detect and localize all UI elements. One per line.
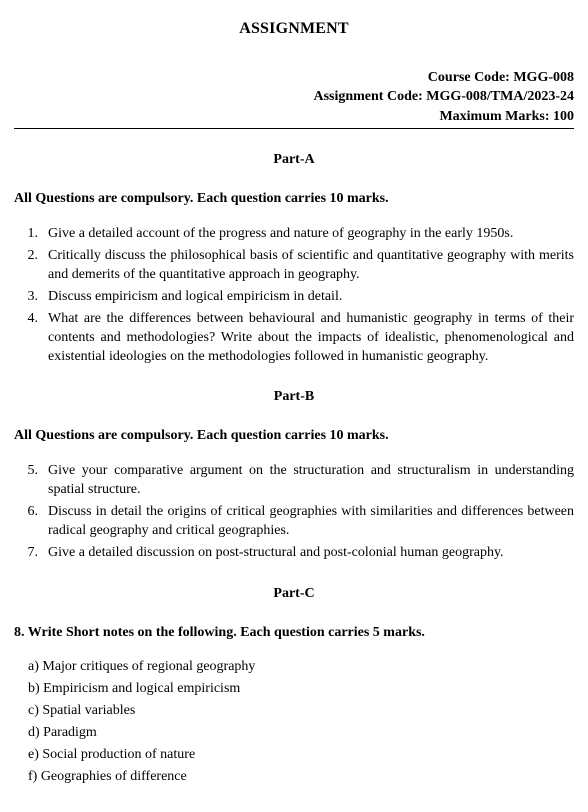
question-text: What are the differences between behavio…: [48, 310, 574, 367]
short-item: a) Major critiques of regional geography: [28, 658, 574, 677]
question-item: 2.Critically discuss the philosophical b…: [14, 247, 574, 285]
short-item: d) Paradigm: [28, 724, 574, 743]
question-item: 4.What are the differences between behav…: [14, 310, 574, 367]
question-text: Discuss empiricism and logical empiricis…: [48, 288, 574, 307]
part-a-questions: 1.Give a detailed account of the progres…: [14, 225, 574, 366]
part-a-instruction: All Questions are compulsory. Each quest…: [14, 190, 574, 209]
question-text: Give your comparative argument on the st…: [48, 462, 574, 500]
question-number: 6.: [26, 503, 48, 522]
short-item: c) Spatial variables: [28, 702, 574, 721]
question-number: 2.: [26, 247, 48, 266]
question-text: Critically discuss the philosophical bas…: [48, 247, 574, 285]
divider: [14, 128, 574, 129]
part-a-heading: Part-A: [14, 151, 574, 170]
question-number: 3.: [26, 288, 48, 307]
part-b-questions: 5.Give your comparative argument on the …: [14, 462, 574, 562]
question-number: 7.: [26, 544, 48, 563]
question-text: Discuss in detail the origins of critica…: [48, 503, 574, 541]
question-number: 1.: [26, 225, 48, 244]
question-item: 6.Discuss in detail the origins of criti…: [14, 503, 574, 541]
question-item: 5.Give your comparative argument on the …: [14, 462, 574, 500]
question-number: 4.: [26, 310, 48, 329]
course-code: Course Code: MGG-008: [14, 68, 574, 88]
question-item: 1.Give a detailed account of the progres…: [14, 225, 574, 244]
document-title: ASSIGNMENT: [14, 18, 574, 40]
question-item: 7.Give a detailed discussion on post-str…: [14, 544, 574, 563]
assignment-code: Assignment Code: MGG-008/TMA/2023-24: [14, 87, 574, 107]
question-text: Give a detailed discussion on post-struc…: [48, 544, 574, 563]
part-b-instruction: All Questions are compulsory. Each quest…: [14, 427, 574, 446]
part-c-short-items: a) Major critiques of regional geography…: [14, 658, 574, 786]
question-item: 3.Discuss empiricism and logical empiric…: [14, 288, 574, 307]
question-number: 5.: [26, 462, 48, 481]
part-c-short-question: 8. Write Short notes on the following. E…: [14, 624, 574, 643]
part-b-heading: Part-B: [14, 388, 574, 407]
part-c-heading: Part-C: [14, 585, 574, 604]
short-item: e) Social production of nature: [28, 746, 574, 765]
short-item: b) Empiricism and logical empiricism: [28, 680, 574, 699]
short-item: f) Geographies of difference: [28, 768, 574, 787]
meta-block: Course Code: MGG-008 Assignment Code: MG…: [14, 68, 574, 127]
question-text: Give a detailed account of the progress …: [48, 225, 574, 244]
max-marks: Maximum Marks: 100: [14, 107, 574, 127]
